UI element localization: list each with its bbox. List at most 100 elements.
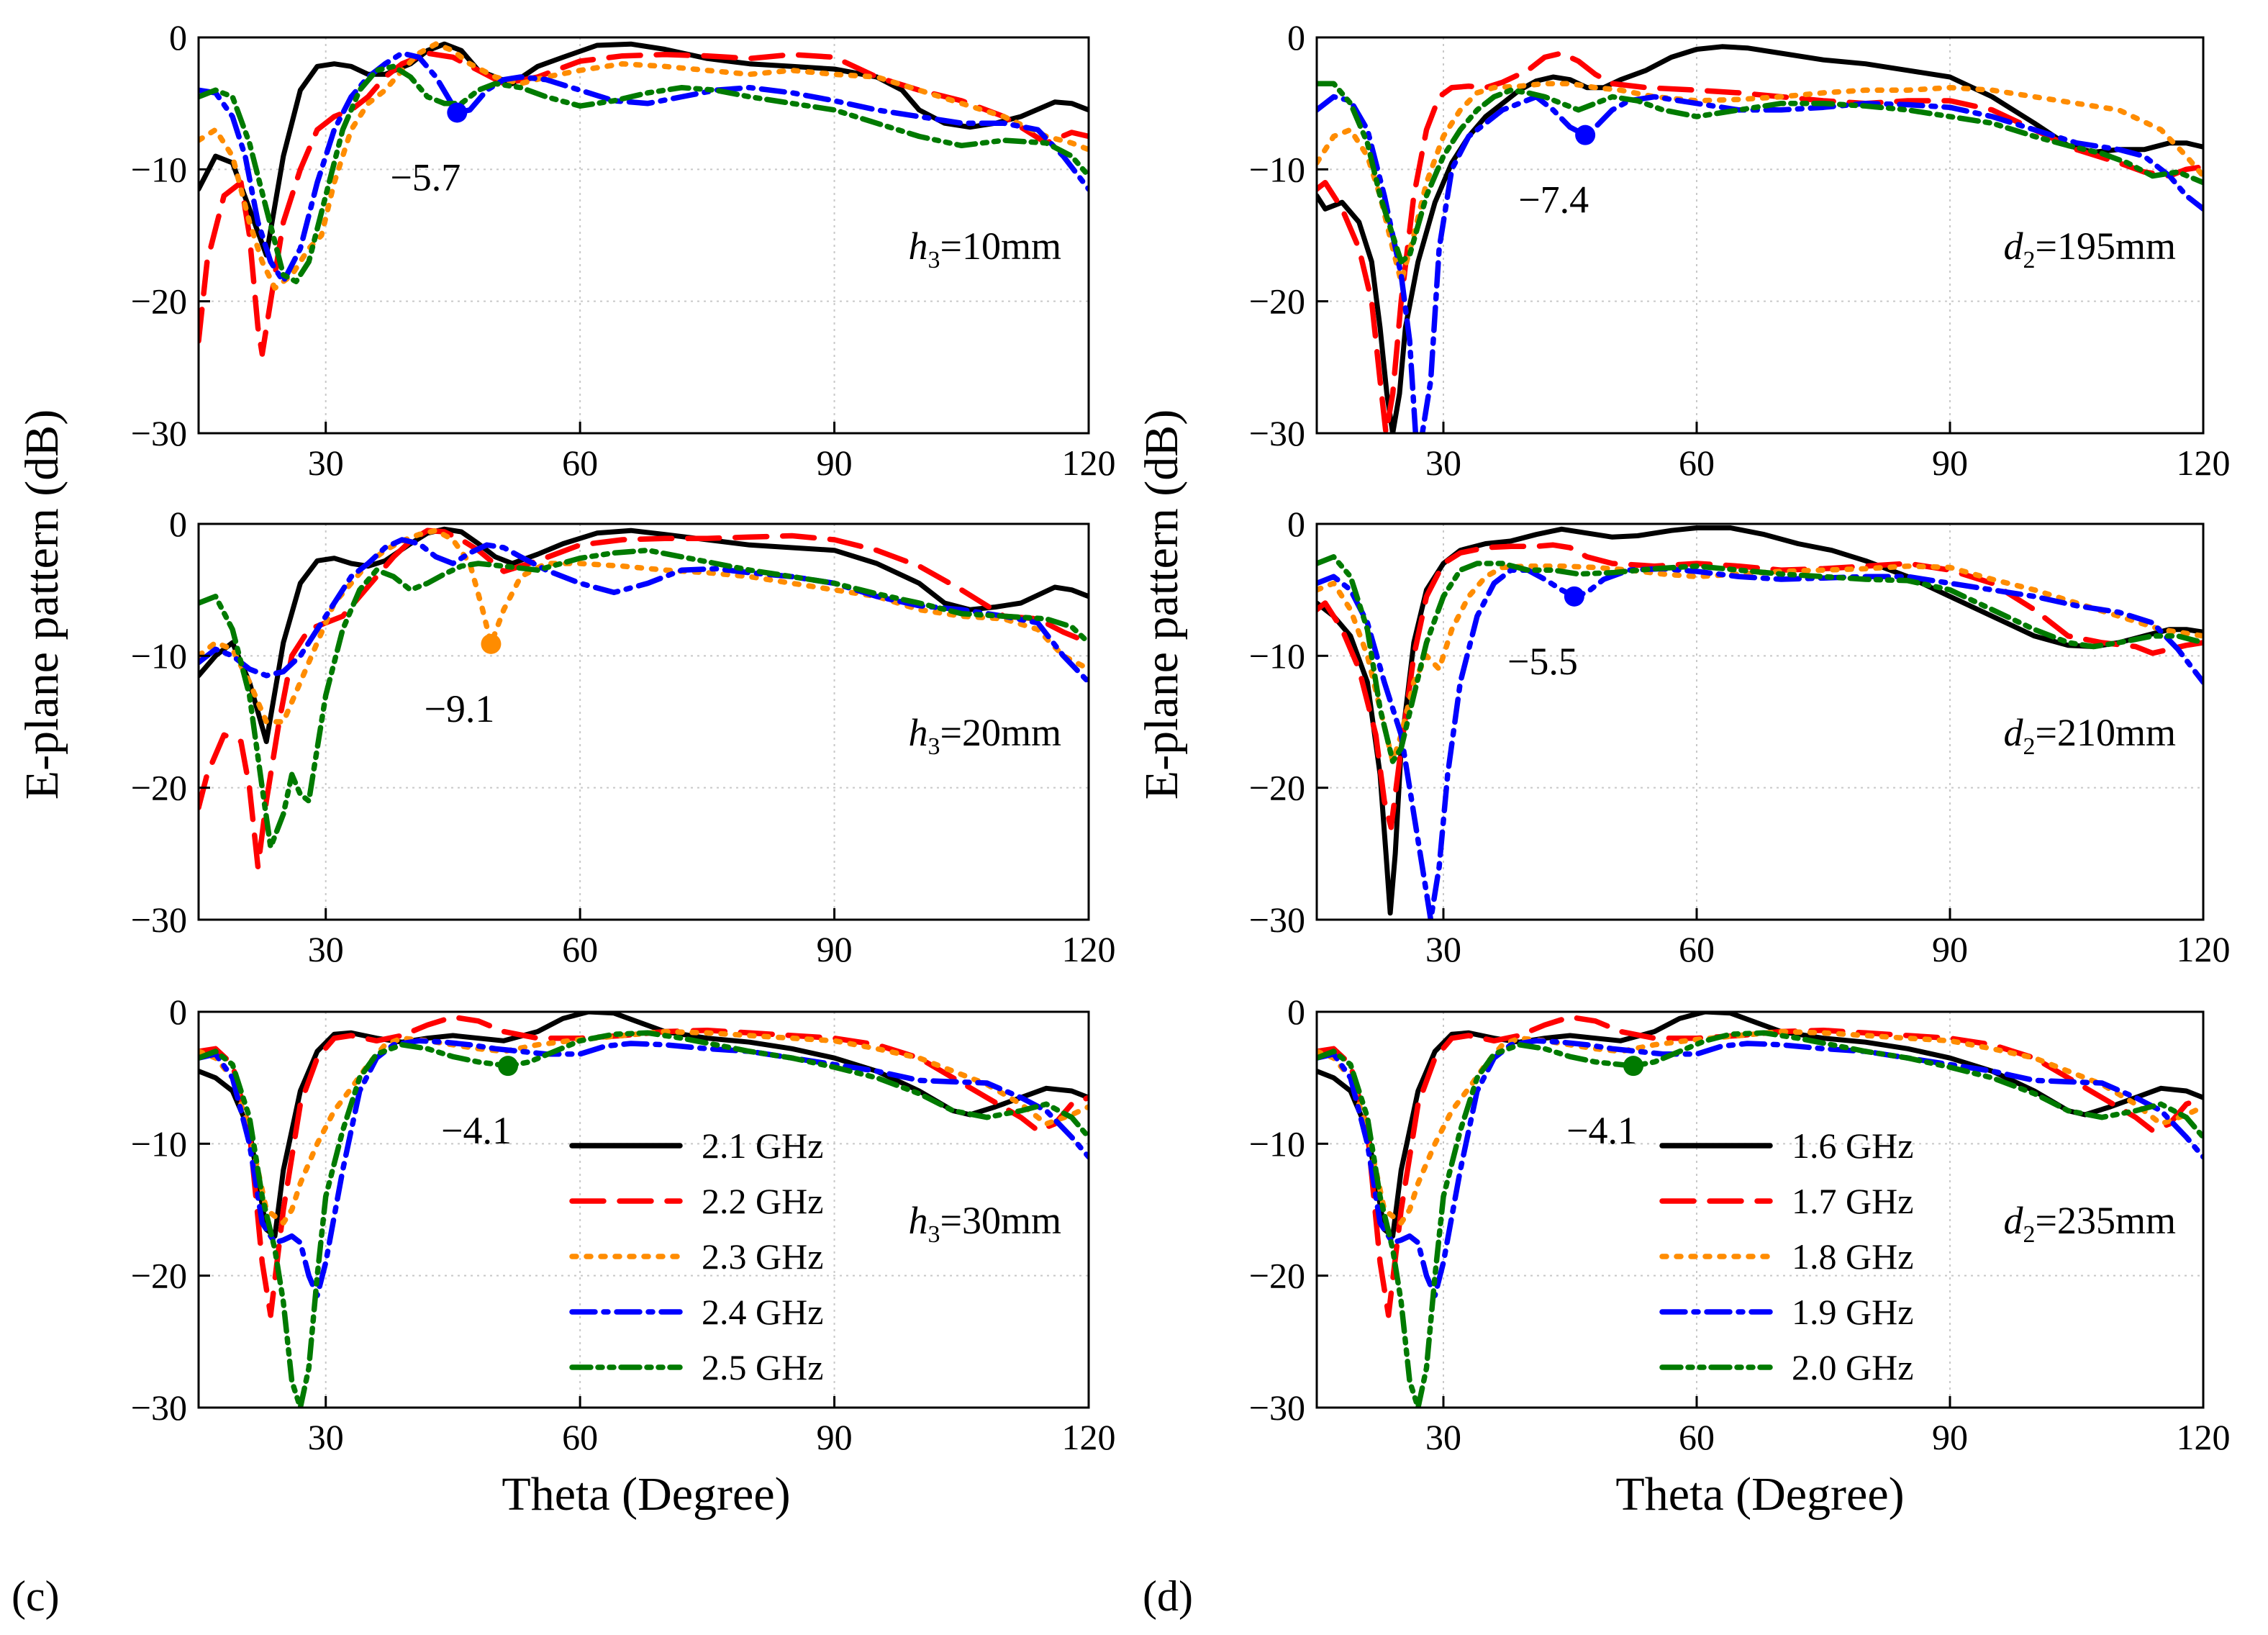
series-line-5 [199, 63, 1089, 284]
series-line-4 [199, 1038, 1089, 1298]
panel-label-d: (d) [1143, 1572, 1193, 1620]
y-tick-label: 0 [1287, 992, 1305, 1032]
x-axis-title-c: Theta (Degree) [502, 1468, 790, 1521]
series-line-4 [1317, 1038, 2203, 1298]
param-value: =30mm [940, 1199, 1061, 1242]
series-line-3 [1317, 81, 2203, 284]
x-tick-label: 60 [1679, 929, 1715, 969]
x-tick-label: 60 [562, 929, 598, 969]
y-axis-title-right: E-plane pattern (dB) [1135, 409, 1188, 800]
series-line-2 [1317, 542, 2203, 830]
plot-c3: 30 60 90 120 0 −10 −20 −30 h3=30mm −4.1 2.1 GHz 2.2… [131, 992, 1116, 1457]
y-tick-label: 0 [169, 17, 187, 58]
x-tick-label: 90 [817, 1417, 853, 1457]
x-tick-label: 90 [817, 443, 853, 483]
annotation-marker [1564, 586, 1584, 607]
y-tick-label: −20 [1249, 768, 1305, 808]
y-tick-label: 0 [169, 504, 187, 544]
series-line-5 [199, 1030, 1089, 1408]
series-line-1 [1317, 525, 2203, 916]
plot-c1: 30 60 90 120 0 −10 −20 −30 h3=10mm −5.7 [131, 17, 1116, 483]
annotation-text: −4.1 [441, 1109, 512, 1152]
annotation-marker [1575, 124, 1596, 145]
x-tick-label: 30 [308, 1417, 344, 1457]
x-tick-label: 60 [562, 1417, 598, 1457]
y-tick-label: −30 [1249, 413, 1305, 453]
legend-label-3: 1.8 GHz [1792, 1236, 1913, 1277]
param-value: =210mm [2036, 711, 2176, 754]
param-value: =20mm [940, 711, 1061, 754]
x-tick-label: 120 [1062, 1417, 1116, 1457]
y-tick-label: −30 [1249, 1387, 1305, 1428]
series-line-2 [1317, 50, 2203, 433]
y-tick-label: 0 [1287, 17, 1305, 58]
series-line-5 [1317, 554, 2203, 764]
param-value: =235mm [2036, 1199, 2176, 1242]
x-tick-label: 90 [817, 929, 853, 969]
y-tick-label: −10 [131, 1123, 187, 1164]
legend-label-2: 1.7 GHz [1792, 1181, 1913, 1221]
series-line-5 [199, 547, 1089, 850]
plot-frame [197, 522, 1090, 921]
param-value: =195mm [2036, 225, 2176, 268]
legend-label-5: 2.5 GHz [702, 1347, 823, 1387]
annotation-text: −5.7 [390, 156, 461, 199]
param-symbol: h [909, 711, 928, 754]
series-group [199, 526, 1089, 870]
param-label: d2=210mm [2004, 711, 2176, 760]
param-label: h3=10mm [909, 225, 1061, 273]
param-label: h3=30mm [909, 1199, 1061, 1248]
y-tick-label: −10 [1249, 149, 1305, 189]
param-subscript: 2 [2023, 247, 2036, 273]
legend-label-5: 2.0 GHz [1792, 1347, 1913, 1387]
param-symbol: d [2004, 1199, 2024, 1242]
annotation-text: −7.4 [1518, 178, 1589, 222]
x-axis-title-d: Theta (Degree) [1615, 1468, 1904, 1521]
y-tick-label: −10 [131, 635, 187, 676]
x-tick-label: 120 [2177, 929, 2231, 969]
series-line-3 [1317, 563, 2203, 764]
y-tick-label: −20 [131, 768, 187, 808]
x-tick-label: 120 [1062, 443, 1116, 483]
series-line-5 [1317, 1030, 2203, 1408]
x-tick-label: 30 [308, 443, 344, 483]
param-subscript: 3 [928, 247, 940, 273]
x-tick-label: 120 [2177, 1417, 2231, 1457]
y-tick-label: −20 [1249, 1256, 1305, 1296]
plot-frame [1315, 522, 2205, 921]
y-tick-label: −20 [131, 1256, 187, 1296]
param-symbol: d [2004, 711, 2024, 754]
param-symbol: d [2004, 225, 2024, 268]
plot-d1: 30 60 90 120 0 −10 −20 −30 d2=195mm −7.4 [1249, 17, 2231, 483]
y-tick-label: −30 [131, 413, 187, 453]
annotation-marker [1623, 1056, 1643, 1077]
plot-d2: 30 60 90 120 0 −10 −20 −30 d2=210mm −5.5 [1249, 504, 2231, 969]
legend-label-3: 2.3 GHz [702, 1236, 823, 1277]
series-line-5 [1317, 81, 2203, 265]
legend-label-4: 2.4 GHz [702, 1292, 823, 1332]
y-axis-title-left: E-plane pattern (dB) [16, 409, 68, 800]
y-tick-label: −10 [1249, 635, 1305, 676]
y-tick-label: −30 [1249, 900, 1305, 940]
x-tick-label: 90 [1932, 1417, 1968, 1457]
annotation-marker [498, 1056, 519, 1077]
x-tick-label: 30 [308, 929, 344, 969]
series-line-4 [1317, 94, 2203, 433]
annotation-marker [447, 102, 468, 123]
series-line-2 [199, 527, 1089, 870]
series-line-1 [199, 526, 1089, 744]
series-line-1 [199, 1012, 1089, 1239]
series-group [199, 1012, 1089, 1408]
param-subscript: 2 [2023, 1221, 2036, 1248]
y-tick-label: −20 [131, 281, 187, 322]
plot-c2: 30 60 90 120 0 −10 −20 −30 h3=20mm −9.1 [131, 504, 1116, 969]
y-tick-label: −20 [1249, 281, 1305, 322]
legend-label-1: 2.1 GHz [702, 1126, 823, 1166]
x-tick-label: 30 [1425, 1417, 1461, 1457]
x-tick-label: 60 [562, 443, 598, 483]
series-group [1317, 44, 2203, 433]
annotation-text: −9.1 [424, 687, 494, 730]
annotation-text: −4.1 [1566, 1109, 1637, 1152]
x-tick-label: 30 [1425, 443, 1461, 483]
